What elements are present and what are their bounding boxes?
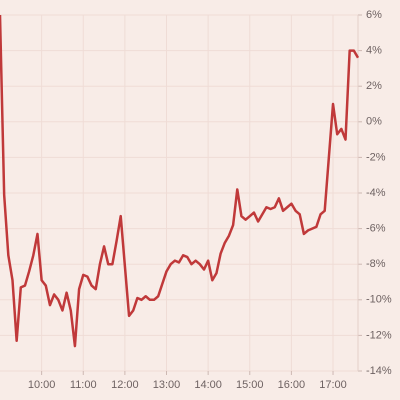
x-tick-label: 10:00 (28, 379, 56, 391)
x-tick-label: 12:00 (111, 379, 139, 391)
y-tick-label: 2% (366, 80, 382, 92)
y-tick-label: -12% (366, 329, 392, 341)
x-tick-label: 11:00 (70, 379, 97, 391)
price-line (0, 14, 360, 348)
x-tick-label: 17:00 (319, 379, 347, 391)
y-tick-label: -14% (366, 365, 392, 377)
y-tick-label: -6% (366, 223, 386, 235)
y-tick-label: -2% (366, 151, 386, 163)
x-tick-label: 15:00 (236, 379, 264, 391)
y-tick-label: -4% (366, 187, 386, 199)
y-tick-label: 6% (366, 9, 382, 21)
x-tick-label: 13:00 (153, 379, 181, 391)
y-tick-label: 0% (366, 116, 382, 128)
y-tick-label: -10% (366, 294, 392, 306)
x-tick-label: 16:00 (278, 379, 306, 391)
x-tick-label: 14:00 (194, 379, 222, 391)
y-tick-label: -8% (366, 258, 386, 270)
y-tick-label: 4% (366, 45, 382, 57)
